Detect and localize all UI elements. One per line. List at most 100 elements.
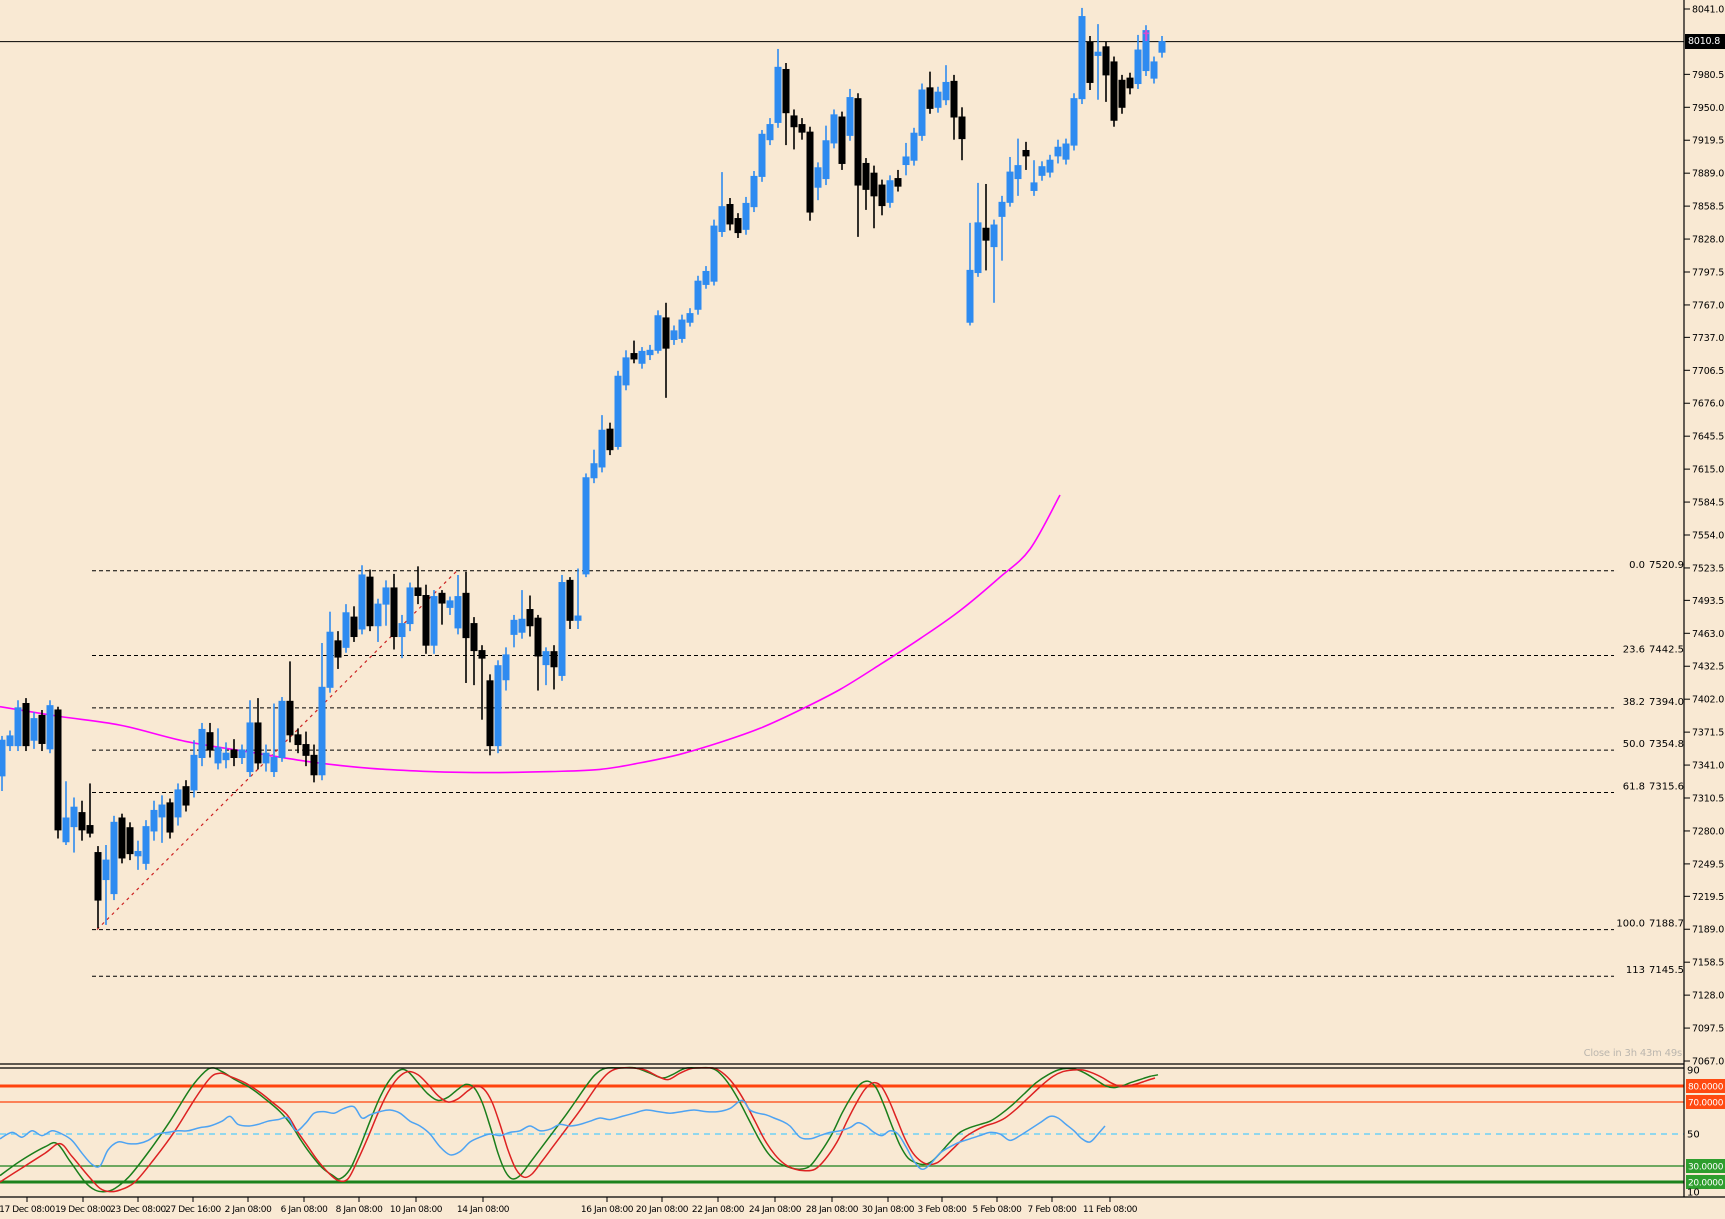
candle: [54, 709, 62, 831]
price-tick-label: 7219.5: [1692, 892, 1724, 903]
candle: [126, 827, 134, 855]
candle: [254, 722, 262, 764]
time-tick-label: 6 Jan 08:00: [281, 1205, 329, 1215]
candle: [414, 587, 422, 596]
candle: [758, 133, 766, 177]
candle: [1046, 159, 1054, 173]
candle: [654, 315, 662, 351]
candle: [1134, 49, 1142, 85]
candle: [934, 91, 942, 108]
candle: [894, 178, 902, 187]
candle: [1022, 149, 1030, 157]
candle: [598, 429, 606, 468]
candle: [1150, 61, 1158, 79]
candle: [1094, 51, 1102, 56]
candle: [206, 732, 214, 751]
candle: [310, 754, 318, 776]
candle: [470, 623, 478, 652]
candle: [606, 428, 614, 451]
fib-price-label: 7520.9: [1649, 560, 1684, 571]
time-tick-label: 3 Feb 08:00: [918, 1205, 968, 1215]
price-tick-label: 7676.0: [1692, 399, 1724, 410]
price-tick-label: 7858.5: [1692, 202, 1724, 213]
candle: [334, 640, 342, 658]
candle: [1006, 171, 1014, 203]
candle: [918, 89, 926, 136]
candle: [318, 686, 326, 776]
candle: [1030, 182, 1038, 191]
candle: [446, 600, 454, 608]
candle: [542, 651, 550, 666]
candle: [734, 218, 742, 234]
time-tick-label: 22 Jan 08:00: [692, 1205, 745, 1215]
candle: [230, 749, 238, 759]
time-tick-label: 30 Jan 08:00: [862, 1205, 915, 1215]
candle: [950, 80, 958, 118]
candle: [406, 587, 414, 625]
candle: [86, 825, 94, 834]
price-tick-label: 7158.5: [1692, 958, 1724, 969]
time-axis[interactable]: 17 Dec 08:00 19 Dec 08:00 23 Dec 08:00 27 D…: [0, 1197, 1138, 1215]
fib-price-label: 7354.8: [1649, 739, 1684, 750]
time-tick-label: 8 Jan 08:00: [336, 1205, 384, 1215]
time-tick-label: 16 Jan 08:00: [581, 1205, 634, 1215]
candle: [342, 612, 350, 648]
osc-level-box-label: 30.0000: [1688, 1163, 1724, 1173]
candle: [1038, 166, 1046, 176]
candle: [686, 313, 694, 323]
candle: [774, 66, 782, 123]
candle: [502, 654, 510, 681]
price-axis[interactable]: 8041.0 7980.5 7950.0 7919.5 7889.0 7858.5 7828…: [1684, 5, 1724, 1068]
candle: [6, 735, 14, 747]
candle: [614, 375, 622, 447]
candle: [1110, 61, 1118, 121]
candle: [718, 206, 726, 233]
osc-axis-label: 10: [1687, 1188, 1700, 1199]
candle: [30, 718, 38, 741]
candle: [854, 98, 862, 186]
candle: [1102, 46, 1110, 76]
price-tick-label: 7523.5: [1692, 563, 1724, 574]
candle: [510, 619, 518, 635]
time-tick-label: 19 Dec 08:00: [55, 1205, 111, 1215]
price-tick-label: 7189.0: [1692, 925, 1724, 936]
fib-ratio-label: 0.0: [1629, 560, 1645, 571]
time-tick-label: 17 Dec 08:00: [0, 1205, 56, 1215]
candle: [814, 167, 822, 188]
candle: [798, 124, 806, 133]
candle: [630, 353, 638, 360]
candle: [1142, 30, 1150, 72]
candle: [70, 806, 78, 828]
osc-level-box-label: 20.0000: [1688, 1179, 1724, 1189]
osc-level-box: [1686, 1159, 1725, 1173]
cross-marker-icon: †: [1143, 29, 1150, 44]
osc-level-box: [1686, 1079, 1725, 1093]
price-tick-label: 7828.0: [1692, 235, 1724, 246]
candle: [974, 222, 982, 274]
osc-level-box: [1686, 1095, 1725, 1109]
candle: [478, 650, 486, 659]
candle: [1014, 165, 1022, 180]
candle: [1070, 98, 1078, 146]
candle: [350, 616, 358, 638]
candle: [878, 184, 886, 207]
candle: [246, 722, 254, 773]
candle: [238, 749, 246, 759]
time-tick-label: 24 Jan 08:00: [749, 1205, 802, 1215]
candle: [966, 269, 974, 323]
price-tick-label: 7249.5: [1692, 859, 1724, 870]
candle: [694, 280, 702, 310]
osc-level-box: [1686, 1175, 1725, 1189]
price-tick-label: 7767.0: [1692, 300, 1724, 311]
candle: [182, 786, 190, 806]
indicator-panel: [0, 1084, 1684, 1184]
candle: [526, 609, 534, 627]
candle: [846, 97, 854, 136]
candle: [278, 700, 286, 759]
osc-axis-label: 90: [1687, 1066, 1700, 1077]
time-tick-label: 10 Jan 08:00: [390, 1205, 443, 1215]
